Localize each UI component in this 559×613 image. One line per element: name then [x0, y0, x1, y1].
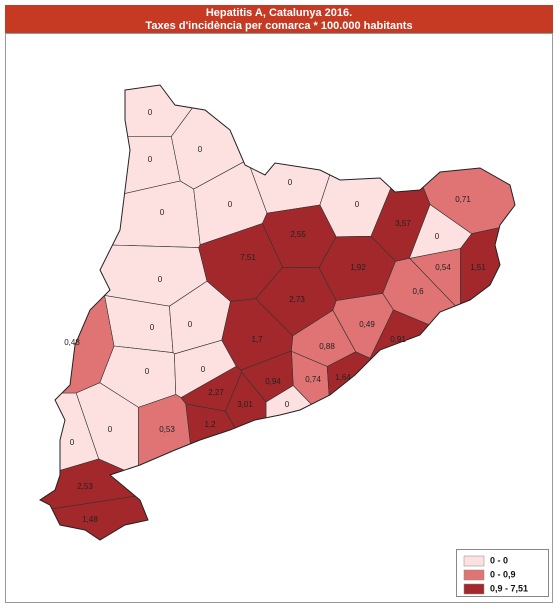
- region-label: 7,51: [240, 253, 256, 262]
- region-label: 2,53: [77, 482, 93, 491]
- legend-swatch: [464, 556, 484, 566]
- region-label: 0,48: [64, 338, 80, 347]
- region-label: 1,92: [350, 263, 366, 272]
- region-label: 0: [435, 232, 440, 241]
- region-label: 0: [285, 400, 290, 409]
- region-label: 0: [148, 155, 153, 164]
- region-label: 0: [198, 145, 203, 154]
- region-label: 2,55: [290, 230, 306, 239]
- region-label: 0: [288, 178, 293, 187]
- region-label: 1,2: [204, 420, 216, 429]
- region-label: 0: [228, 200, 233, 209]
- map-subtitle: Taxes d'incidència per comarca * 100.000…: [145, 20, 412, 32]
- region-label: 1,51: [470, 263, 486, 272]
- region-label: 1,7: [251, 335, 263, 344]
- comarca: [266, 386, 416, 601]
- region-label: 0: [108, 425, 113, 434]
- region-label: 0,74: [305, 375, 321, 384]
- region-label: 1,64: [335, 373, 351, 382]
- region-label: 3,57: [395, 219, 411, 228]
- legend-label: 0 - 0: [490, 555, 508, 565]
- region-label: 0,49: [359, 320, 375, 329]
- region-label: 3,01: [237, 400, 253, 409]
- region-label: 0: [160, 208, 165, 217]
- map-title: Hepatitis A, Catalunya 2016.: [206, 7, 352, 19]
- region-label: 0: [148, 108, 153, 117]
- legend-swatch: [464, 570, 484, 580]
- region-label: 0: [188, 320, 193, 329]
- comarca: [27, 181, 200, 248]
- region-label: 0,53: [159, 425, 175, 434]
- comarca: [186, 404, 297, 600]
- region-label: 2,73: [289, 295, 305, 304]
- region-label: 0: [158, 275, 163, 284]
- region-label: 1,48: [82, 515, 98, 524]
- region-label: 0,6: [412, 287, 424, 296]
- region-label: 0: [70, 438, 75, 447]
- region-label: 0: [145, 367, 150, 376]
- region-label: 0: [201, 365, 206, 374]
- region-label: 0,88: [319, 342, 335, 351]
- region-label: 2,27: [208, 388, 224, 397]
- comarca: [0, 204, 114, 393]
- comarca: [461, 215, 559, 439]
- comarca: [0, 494, 251, 600]
- legend-label: 0,9 - 7,51: [490, 583, 528, 593]
- region-label: 0,91: [390, 335, 406, 344]
- legend-swatch: [464, 584, 484, 594]
- region-label: 0,71: [455, 195, 471, 204]
- region-label: 0: [150, 323, 155, 332]
- region-label: 0,54: [435, 263, 451, 272]
- legend-label: 0 - 0,9: [490, 569, 516, 579]
- region-label: 0,94: [265, 377, 281, 386]
- region-label: 0: [355, 200, 360, 209]
